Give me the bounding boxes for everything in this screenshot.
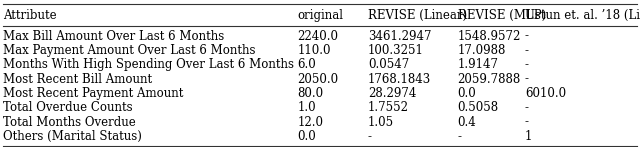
- Text: 12.0: 12.0: [298, 116, 324, 128]
- Text: 1.7552: 1.7552: [368, 101, 409, 114]
- Text: 100.3251: 100.3251: [368, 44, 424, 57]
- Text: 6010.0: 6010.0: [525, 87, 566, 100]
- Text: Attribute: Attribute: [3, 9, 57, 22]
- Text: 1.9147: 1.9147: [458, 58, 499, 71]
- Text: Others (Marital Status): Others (Marital Status): [3, 130, 142, 143]
- Text: 110.0: 110.0: [298, 44, 331, 57]
- Text: -: -: [525, 101, 529, 114]
- Text: 0.0547: 0.0547: [368, 58, 409, 71]
- Text: Total Months Overdue: Total Months Overdue: [3, 116, 136, 128]
- Text: Total Overdue Counts: Total Overdue Counts: [3, 101, 133, 114]
- Text: 80.0: 80.0: [298, 87, 324, 100]
- Text: 1: 1: [525, 130, 532, 143]
- Text: Max Payment Amount Over Last 6 Months: Max Payment Amount Over Last 6 Months: [3, 44, 256, 57]
- Text: 1.0: 1.0: [298, 101, 316, 114]
- Text: -: -: [525, 30, 529, 42]
- Text: 0.0: 0.0: [458, 87, 476, 100]
- Text: 1548.9572: 1548.9572: [458, 30, 521, 42]
- Text: -: -: [368, 130, 372, 143]
- Text: Most Recent Bill Amount: Most Recent Bill Amount: [3, 72, 152, 86]
- Text: 0.0: 0.0: [298, 130, 316, 143]
- Text: 2240.0: 2240.0: [298, 30, 339, 42]
- Text: REVISE (MLP): REVISE (MLP): [458, 9, 546, 22]
- Text: 1768.1843: 1768.1843: [368, 72, 431, 86]
- Text: 3461.2947: 3461.2947: [368, 30, 431, 42]
- Text: -: -: [525, 58, 529, 71]
- Text: 0.4: 0.4: [458, 116, 476, 128]
- Text: 28.2974: 28.2974: [368, 87, 417, 100]
- Text: Ustun et. al. ’18 (Linear): Ustun et. al. ’18 (Linear): [525, 9, 640, 22]
- Text: Max Bill Amount Over Last 6 Months: Max Bill Amount Over Last 6 Months: [3, 30, 225, 42]
- Text: -: -: [525, 72, 529, 86]
- Text: REVISE (Linear): REVISE (Linear): [368, 9, 467, 22]
- Text: -: -: [458, 130, 461, 143]
- Text: -: -: [525, 44, 529, 57]
- Text: 6.0: 6.0: [298, 58, 316, 71]
- Text: Most Recent Payment Amount: Most Recent Payment Amount: [3, 87, 184, 100]
- Text: 1.05: 1.05: [368, 116, 394, 128]
- Text: original: original: [298, 9, 344, 22]
- Text: Months With High Spending Over Last 6 Months: Months With High Spending Over Last 6 Mo…: [3, 58, 294, 71]
- Text: 2050.0: 2050.0: [298, 72, 339, 86]
- Text: 2059.7888: 2059.7888: [458, 72, 521, 86]
- Text: 0.5058: 0.5058: [458, 101, 499, 114]
- Text: 17.0988: 17.0988: [458, 44, 506, 57]
- Text: -: -: [525, 116, 529, 128]
